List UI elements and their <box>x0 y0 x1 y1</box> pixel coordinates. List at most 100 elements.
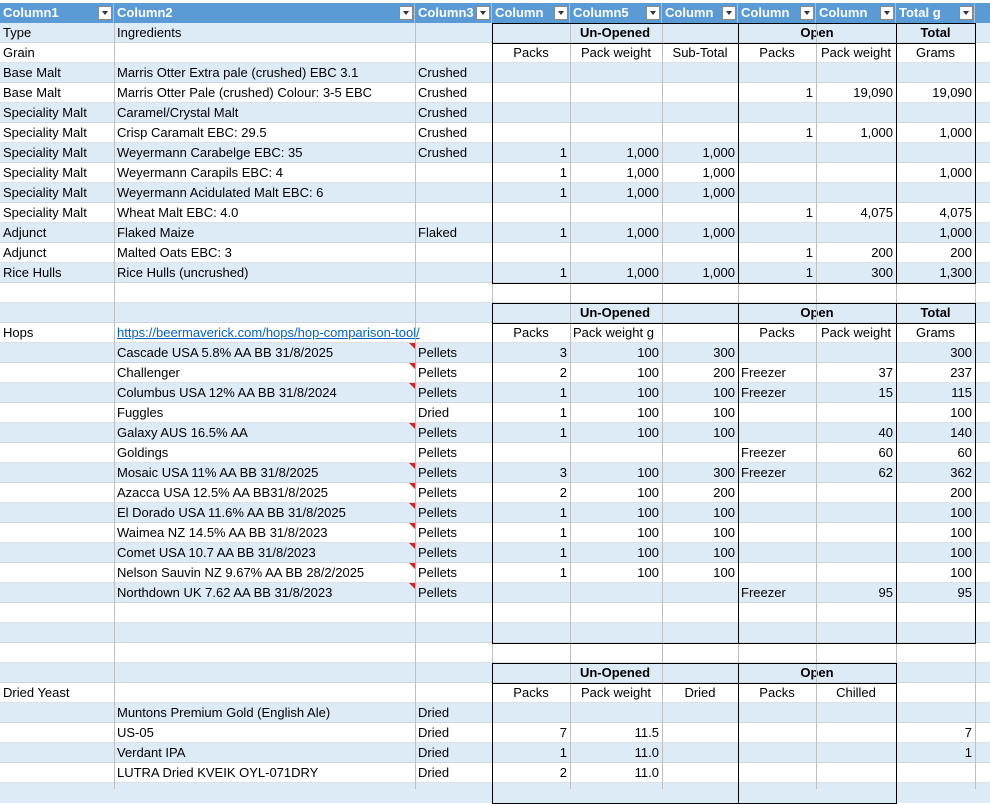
grain-row-2-col2[interactable]: Caramel/Crystal Malt <box>117 105 239 120</box>
grain-row-10-col1[interactable]: Rice Hulls <box>3 265 62 280</box>
hops-row-2-col9[interactable]: 115 <box>951 385 972 400</box>
grain-row-7-col7[interactable]: 1 <box>805 205 813 220</box>
hops-row-6-col4[interactable]: 3 <box>559 465 567 480</box>
comment-indicator[interactable] <box>409 383 415 389</box>
hops-row-7-col3[interactable]: Pellets <box>418 485 458 500</box>
hops-row-0-col5[interactable]: 100 <box>637 345 659 360</box>
filter-dropdown-icon[interactable] <box>880 6 894 20</box>
grain-row-7-col1[interactable]: Speciality Malt <box>3 205 87 220</box>
grain-title-col1[interactable]: Type <box>3 25 32 40</box>
grain-row-4-col5[interactable]: 1,000 <box>626 145 659 160</box>
grain-row-10-col9[interactable]: 1,300 <box>939 265 972 280</box>
grain-title-col2[interactable]: Ingredients <box>117 25 182 40</box>
hops-row-1-col4[interactable]: 2 <box>559 365 567 380</box>
hops-row-4-col2[interactable]: Galaxy AUS 16.5% AA <box>117 425 248 440</box>
comment-indicator[interactable] <box>409 523 415 529</box>
grain-row-3-col9[interactable]: 1,000 <box>939 125 972 140</box>
hops-sub-col1[interactable]: Hops <box>3 325 34 340</box>
comment-indicator[interactable] <box>409 583 415 589</box>
hops-row-8-col5[interactable]: 100 <box>637 505 659 520</box>
grain-row-5-col6[interactable]: 1,000 <box>702 165 735 180</box>
grain-row-7-col9[interactable]: 4,075 <box>939 205 972 220</box>
grain-row-1-col8[interactable]: 19,090 <box>853 85 893 100</box>
hops-row-9-col5[interactable]: 100 <box>637 525 659 540</box>
filter-dropdown-icon[interactable] <box>554 6 568 20</box>
grain-row-5-col9[interactable]: 1,000 <box>939 165 972 180</box>
grain-row-10-col2[interactable]: Rice Hulls (uncrushed) <box>117 265 249 280</box>
grain-row-8-col2[interactable]: Flaked Maize <box>117 225 195 240</box>
grain-title-col4[interactable]: Un-Opened <box>579 25 651 40</box>
yeast-row-2-col9[interactable]: 1 <box>964 745 972 760</box>
hops-row-9-col4[interactable]: 1 <box>559 525 567 540</box>
hops-row-4-col5[interactable]: 100 <box>637 425 659 440</box>
comment-indicator[interactable] <box>409 363 415 369</box>
hops-row-7-col4[interactable]: 2 <box>559 485 567 500</box>
filter-dropdown-icon[interactable] <box>98 6 112 20</box>
grain-row-2-col3[interactable]: Crushed <box>418 105 468 120</box>
yeast-row-3-col5[interactable]: 11.0 <box>634 765 659 780</box>
grain-row-9-col7[interactable]: 1 <box>805 245 813 260</box>
yeast-row-3-col3[interactable]: Dried <box>418 765 450 780</box>
hops-row-8-col2[interactable]: El Dorado USA 11.6% AA BB 31/8/2025 <box>117 505 346 520</box>
grain-row-1-col9[interactable]: 19,090 <box>932 85 972 100</box>
hops-row-6-col9[interactable]: 362 <box>950 465 972 480</box>
grain-row-3-col7[interactable]: 1 <box>805 125 813 140</box>
yeast-row-1-col3[interactable]: Dried <box>418 725 450 740</box>
filter-dropdown-icon[interactable] <box>646 6 660 20</box>
hops-row-11-col5[interactable]: 100 <box>637 565 659 580</box>
grain-title-col9[interactable]: Total <box>920 25 951 40</box>
filter-dropdown-icon[interactable] <box>476 6 490 20</box>
grain-row-5-col2[interactable]: Weyermann Carapils EBC: 4 <box>117 165 283 180</box>
comment-indicator[interactable] <box>409 343 415 349</box>
hops-row-3-col9[interactable]: 100 <box>950 405 972 420</box>
hops-row-10-col4[interactable]: 1 <box>559 545 567 560</box>
hops-row-3-col4[interactable]: 1 <box>559 405 567 420</box>
hops-row-6-col2[interactable]: Mosaic USA 11% AA BB 31/8/2025 <box>117 465 319 480</box>
hops-row-5-col9[interactable]: 60 <box>957 445 972 460</box>
grain-row-7-col8[interactable]: 4,075 <box>860 205 893 220</box>
grain-row-6-col1[interactable]: Speciality Malt <box>3 185 87 200</box>
hops-row-9-col3[interactable]: Pellets <box>418 525 458 540</box>
grain-row-3-col3[interactable]: Crushed <box>418 125 468 140</box>
comment-indicator[interactable] <box>409 463 415 469</box>
yeast-title-col7[interactable]: Open <box>738 663 896 683</box>
hops-row-12-col7[interactable]: Freezer <box>741 585 786 600</box>
column-header-2[interactable]: Column2 <box>114 3 415 23</box>
grain-row-7-col2[interactable]: Wheat Malt EBC: 4.0 <box>117 205 239 220</box>
hops-sub-col5[interactable]: Pack weight g <box>573 325 654 340</box>
grain-row-6-col5[interactable]: 1,000 <box>626 185 659 200</box>
hops-row-0-col4[interactable]: 3 <box>559 345 567 360</box>
grain-row-3-col8[interactable]: 1,000 <box>860 125 893 140</box>
hops-row-5-col3[interactable]: Pellets <box>418 445 458 460</box>
grain-row-6-col2[interactable]: Weyermann Acidulated Malt EBC: 6 <box>117 185 324 200</box>
hops-row-1-col2[interactable]: Challenger <box>117 365 180 380</box>
grain-row-2-col1[interactable]: Speciality Malt <box>3 105 87 120</box>
hops-row-8-col4[interactable]: 1 <box>559 505 567 520</box>
yeast-title-col4[interactable]: Un-Opened <box>579 665 651 680</box>
hops-sub-col7[interactable]: Packs <box>759 325 795 340</box>
hops-row-3-col3[interactable]: Dried <box>418 405 450 420</box>
yeast-row-3-col2[interactable]: LUTRA Dried KVEIK OYL-071DRY <box>117 765 319 780</box>
grain-row-4-col1[interactable]: Speciality Malt <box>3 145 87 160</box>
hops-row-5-col8[interactable]: 60 <box>878 445 893 460</box>
yeast-row-2-col5[interactable]: 11.0 <box>634 745 659 760</box>
hops-row-11-col4[interactable]: 1 <box>559 565 567 580</box>
hops-row-12-col2[interactable]: Northdown UK 7.62 AA BB 31/8/2023 <box>117 585 333 600</box>
grain-row-1-col3[interactable]: Crushed <box>418 85 468 100</box>
hops-row-8-col3[interactable]: Pellets <box>418 505 458 520</box>
hops-row-10-col6[interactable]: 100 <box>713 545 735 560</box>
hops-row-0-col6[interactable]: 300 <box>713 345 735 360</box>
comment-indicator[interactable] <box>409 503 415 509</box>
yeast-sub-col8[interactable]: Chilled <box>836 685 876 700</box>
yeast-row-1-col9[interactable]: 7 <box>964 725 972 740</box>
hops-row-7-col6[interactable]: 200 <box>713 485 735 500</box>
filter-dropdown-icon[interactable] <box>959 6 973 20</box>
grain-row-4-col6[interactable]: 1,000 <box>702 145 735 160</box>
hops-row-7-col9[interactable]: 200 <box>950 485 972 500</box>
grain-row-6-col6[interactable]: 1,000 <box>702 185 735 200</box>
column-header-9[interactable]: Total g <box>896 3 975 23</box>
filter-dropdown-icon[interactable] <box>800 6 814 20</box>
hops-row-4-col6[interactable]: 100 <box>713 425 735 440</box>
column-header-8[interactable]: Column <box>816 3 896 23</box>
